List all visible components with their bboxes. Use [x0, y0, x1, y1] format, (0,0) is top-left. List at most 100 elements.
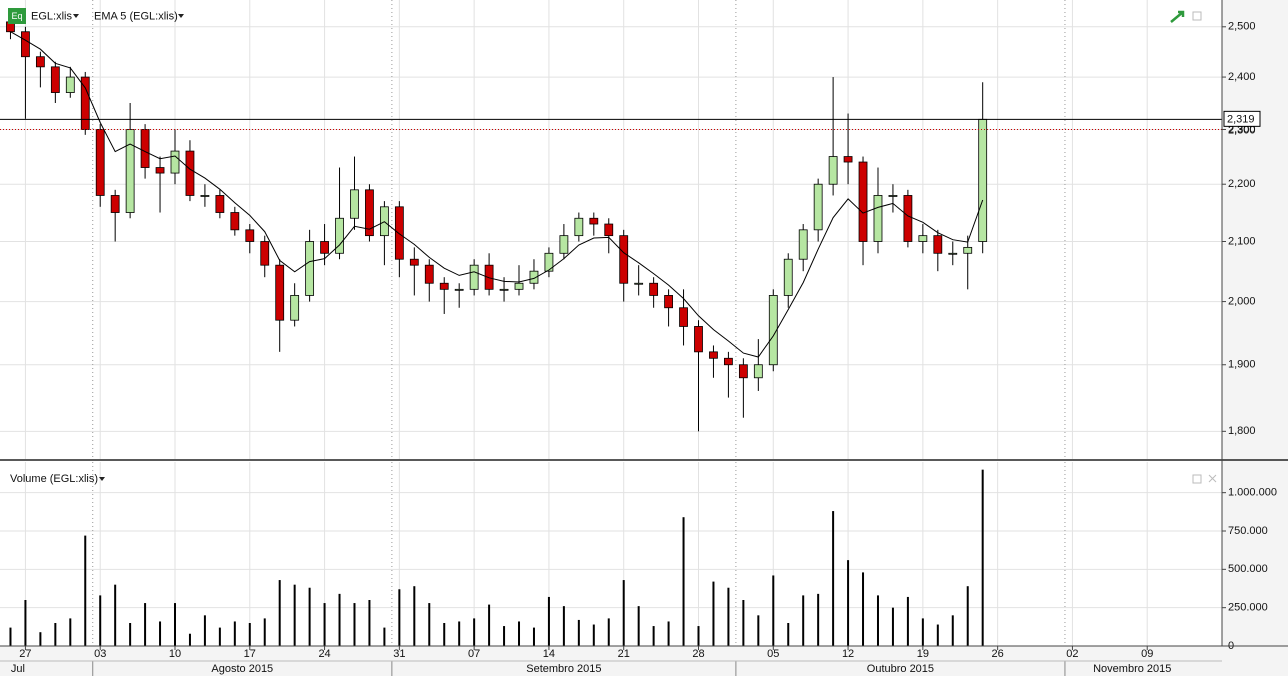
candle-body — [753, 364, 763, 379]
x-tick-label: 03 — [94, 648, 106, 660]
x-tick-label: 21 — [618, 648, 630, 660]
volume-bar — [458, 621, 461, 646]
symbol-icon[interactable] — [8, 8, 26, 24]
volume-bar — [9, 627, 12, 646]
candle-body — [604, 223, 614, 237]
volume-bar — [921, 618, 924, 646]
marks-layer — [0, 14, 1222, 646]
volume-bar — [532, 627, 535, 646]
x-tick-label: 27 — [19, 648, 31, 660]
candle-body — [858, 161, 868, 242]
y-tick-label: 1,900 — [1228, 359, 1256, 371]
x-tick-label: 19 — [917, 648, 929, 660]
volume-bar — [862, 572, 865, 646]
volume-bar — [159, 621, 162, 646]
y-tick-label: 2,100 — [1228, 235, 1256, 247]
reference-label: 2,300 — [1228, 124, 1256, 136]
volume-bar — [488, 604, 491, 646]
volume-bar — [114, 584, 117, 646]
volume-bar — [54, 623, 57, 646]
volume-bar — [547, 596, 550, 646]
volume-bar — [577, 619, 580, 646]
volume-bar — [607, 618, 610, 646]
last-price-box — [1223, 110, 1261, 127]
volume-bar — [772, 575, 775, 646]
volume-bar — [832, 511, 835, 646]
volume-bar — [443, 623, 446, 646]
candle-body — [21, 31, 30, 58]
volume-bar — [667, 621, 670, 646]
x-tick-label: 07 — [468, 648, 480, 660]
candle-body — [783, 258, 793, 296]
candle-body — [679, 307, 688, 327]
symbol-label[interactable]: EGL:xlis — [31, 10, 72, 22]
candle-body — [709, 351, 718, 359]
close-icon[interactable] — [1208, 474, 1217, 483]
volume-bar — [518, 621, 521, 646]
maximize-icon[interactable] — [1192, 11, 1202, 21]
candle-body — [664, 295, 673, 309]
volume-bar — [637, 606, 640, 646]
volume-bar — [757, 615, 760, 646]
indicator-label[interactable]: EMA 5 (EGL:xlis) — [94, 10, 178, 22]
volume-bar — [742, 600, 745, 646]
x-tick-label: 10 — [169, 648, 181, 660]
volume-bar — [876, 595, 879, 646]
candle-body — [140, 129, 150, 168]
month-label: Outubro 2015 — [867, 663, 934, 675]
volume-bar — [368, 600, 371, 646]
volume-bar — [802, 595, 805, 646]
volume-bar — [39, 632, 42, 646]
labels-layer: 1,800 1,900 2,000 2,100 2,200 2,300 2,400 2,500… — [11, 21, 1277, 676]
volume-bar — [203, 615, 206, 646]
dropdown-arrow[interactable] — [178, 14, 184, 18]
maximize-icon[interactable] — [1192, 474, 1202, 484]
volume-bar — [936, 624, 939, 646]
x-tick-label: 26 — [992, 648, 1004, 660]
candle-body — [768, 295, 778, 366]
volume-bar — [144, 603, 147, 646]
candle-body — [649, 282, 659, 296]
candle-body — [200, 195, 210, 197]
candle-body — [95, 129, 105, 196]
y-tick-label: 500.000 — [1228, 563, 1268, 575]
candle-body — [948, 252, 958, 255]
volume-bar — [787, 623, 790, 646]
candle-body — [963, 246, 973, 254]
candle-body — [245, 229, 255, 242]
candle-body — [335, 217, 344, 254]
candle-body — [305, 241, 315, 296]
volume-bar — [966, 586, 969, 646]
dropdown-arrow[interactable] — [99, 477, 105, 481]
volume-bar — [398, 589, 401, 646]
volume-label[interactable]: Volume (EGL:xlis) — [10, 473, 98, 485]
dropdown-arrow[interactable] — [73, 14, 79, 18]
trend-icon[interactable] — [1170, 10, 1185, 23]
volume-bar — [473, 618, 476, 646]
candle-body — [499, 288, 509, 291]
x-tick-label: 02 — [1066, 648, 1078, 660]
candle-body — [828, 156, 838, 185]
candle-body — [544, 252, 554, 272]
candle-body — [125, 129, 135, 213]
candle-body — [260, 241, 270, 266]
volume-bar — [129, 623, 132, 646]
volume-bar — [712, 581, 715, 646]
candle-body — [424, 264, 434, 284]
candle-body — [559, 235, 569, 254]
volume-bar — [323, 603, 326, 646]
candle-body — [469, 264, 479, 290]
volume-bar — [308, 587, 311, 646]
x-tick-label: 31 — [393, 648, 405, 660]
volume-bar — [652, 626, 655, 646]
volume-bar — [263, 618, 266, 646]
y-tick-label: 2,400 — [1228, 71, 1256, 83]
x-tick-label: 09 — [1141, 648, 1153, 660]
candle-body — [275, 264, 285, 321]
candle-body — [529, 270, 539, 284]
candle-body — [724, 357, 733, 366]
candle-body — [50, 66, 60, 93]
month-label: Agosto 2015 — [211, 663, 273, 675]
volume-bar — [682, 517, 685, 646]
